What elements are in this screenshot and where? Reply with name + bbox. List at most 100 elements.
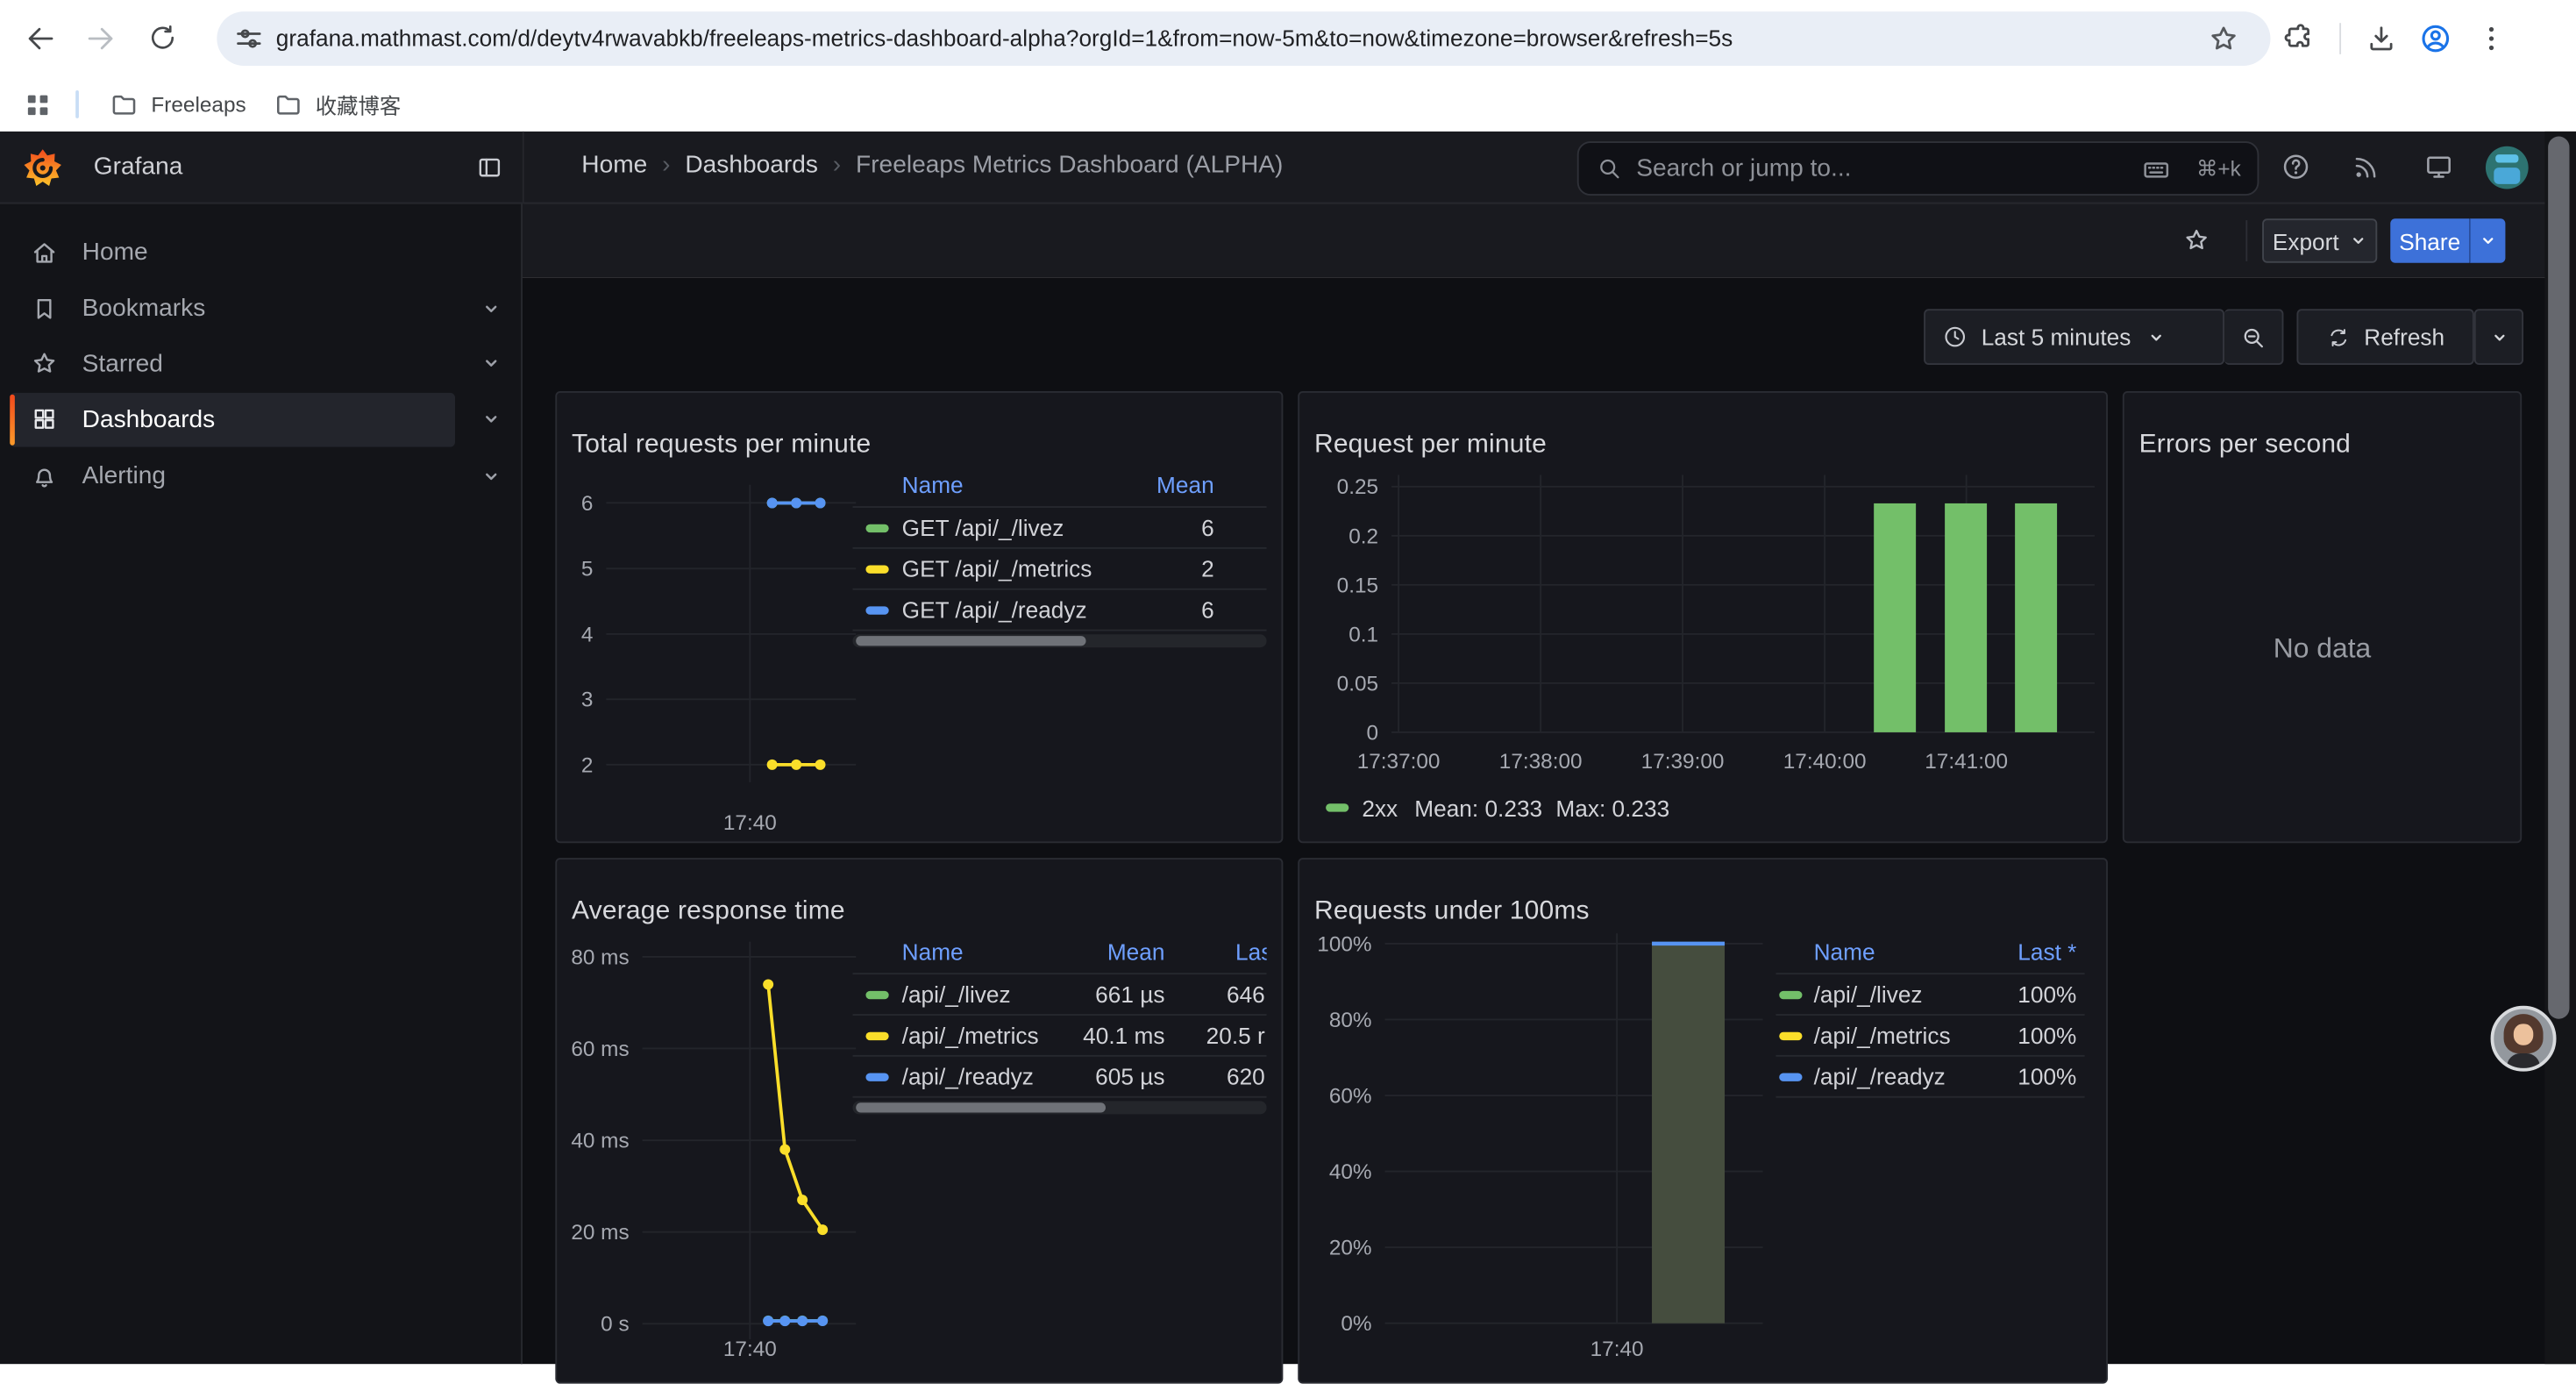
bookmark-item[interactable]: 收藏博客 xyxy=(263,82,411,127)
panel-total-requests-per-minute: Total requests per minute 6543217:40 Nam… xyxy=(555,391,1283,843)
legend-header: NameMean xyxy=(852,470,1266,500)
bookmark-star-icon[interactable] xyxy=(2206,21,2240,55)
series-pill xyxy=(865,990,888,998)
series-name[interactable]: /api/_/metrics xyxy=(1814,1020,1951,1050)
sidebar-item-dashboards[interactable]: Dashboards xyxy=(0,392,523,446)
export-button[interactable]: Export xyxy=(2262,218,2377,263)
series-name[interactable]: 2xx xyxy=(1362,792,1398,824)
series-name[interactable]: GET /api/_/readyz xyxy=(902,594,1087,624)
keyboard-icon xyxy=(2140,154,2172,186)
svg-text:0: 0 xyxy=(1367,721,1379,745)
legend-value: 40.1 ms xyxy=(1083,1020,1164,1050)
chevron-down-icon xyxy=(2479,232,2497,250)
download-icon[interactable] xyxy=(2364,21,2398,55)
search-input[interactable]: Search or jump to... ⌘+k xyxy=(1577,141,2259,196)
panel-requests-under-100ms: Requests under 100ms 100%80%60%40%20%0%1… xyxy=(1298,858,2108,1384)
series-name[interactable]: /api/_/readyz xyxy=(1814,1060,1946,1090)
panel-title[interactable]: Errors per second xyxy=(2139,431,2351,460)
help-icon[interactable] xyxy=(2281,151,2312,182)
legend-value: 100% xyxy=(2017,979,2076,1009)
url-bar[interactable]: grafana.mathmast.com/d/deytv4rwavabkb/fr… xyxy=(217,11,2270,66)
legend-scrollbar[interactable] xyxy=(852,1101,1266,1114)
toolbar-divider xyxy=(2339,23,2341,54)
legend-scrollbar[interactable] xyxy=(852,634,1266,647)
kiosk-monitor-icon[interactable] xyxy=(2423,151,2455,182)
bookmarks-bar: Freeleaps收藏博客 xyxy=(0,77,2576,132)
user-avatar[interactable] xyxy=(2486,146,2529,189)
share-menu-button[interactable] xyxy=(2469,218,2505,263)
svg-text:17:41:00: 17:41:00 xyxy=(1925,750,2008,774)
legend-header: NameMeanLas xyxy=(852,937,1266,967)
assistant-avatar[interactable] xyxy=(2491,1006,2557,1072)
page-scrollbar-thumb[interactable] xyxy=(2548,137,2569,1019)
series-name[interactable]: /api/_/livez xyxy=(902,979,1011,1009)
legend-row: /api/_/metrics 100% xyxy=(1775,1020,2084,1050)
menu-kebab-icon[interactable] xyxy=(2474,21,2508,55)
mega-menu-toggle-icon[interactable] xyxy=(475,153,505,182)
legend-value: 620 xyxy=(1227,1060,1265,1090)
legend-value: 100% xyxy=(2017,1020,2076,1050)
series-name[interactable]: GET /api/_/livez xyxy=(902,512,1064,542)
request-per-minute-chart[interactable]: 0.250.20.150.10.05017:37:0017:38:0017:39… xyxy=(1299,393,2108,843)
profile-icon[interactable] xyxy=(2418,21,2452,55)
chevron-down-icon[interactable] xyxy=(481,353,501,373)
panel-average-response-time: Average response time 80 ms60 ms40 ms20 … xyxy=(555,858,1283,1384)
brand-title: Grafana xyxy=(94,153,183,181)
grafana-logo[interactable] xyxy=(21,146,64,189)
screen: grafana.mathmast.com/d/deytv4rwavabkb/fr… xyxy=(0,0,2576,1364)
browser-reload-icon[interactable] xyxy=(146,21,179,54)
refresh-button[interactable]: Refresh xyxy=(2296,309,2473,365)
legend-value: 6 xyxy=(1201,512,1214,542)
header-divider xyxy=(523,132,524,203)
time-range-picker[interactable]: Last 5 minutes xyxy=(1924,309,2224,365)
bookmarks-divider xyxy=(75,90,79,118)
refresh-icon xyxy=(2326,325,2351,349)
chevron-down-icon[interactable] xyxy=(481,410,501,429)
sidebar-item-starred[interactable]: Starred xyxy=(0,336,523,390)
legend-header: NameLast * xyxy=(1775,937,2084,967)
browser-forward-icon[interactable] xyxy=(84,21,118,55)
zoom-out-button[interactable] xyxy=(2224,309,2283,365)
chevron-down-icon xyxy=(2147,328,2166,346)
svg-text:0.25: 0.25 xyxy=(1337,475,1378,499)
sidebar-item-home[interactable]: Home xyxy=(0,225,523,280)
browser-back-icon[interactable] xyxy=(23,21,57,55)
series-pill xyxy=(1779,1031,1802,1039)
legend-row: /api/_/readyz100% xyxy=(1775,1060,2084,1090)
sidebar: HomeBookmarksStarredDashboardsAlerting xyxy=(0,203,523,1364)
legend-row: GET /api/_/livez 6 xyxy=(852,512,1266,542)
grid-icon xyxy=(30,404,60,434)
svg-text:0.1: 0.1 xyxy=(1348,623,1378,646)
bookmark-item[interactable]: Freeleaps xyxy=(98,82,256,127)
browser-toolbar: grafana.mathmast.com/d/deytv4rwavabkb/fr… xyxy=(0,0,2576,77)
site-settings-icon[interactable] xyxy=(231,21,266,55)
url-text[interactable]: grafana.mathmast.com/d/deytv4rwavabkb/fr… xyxy=(276,11,2149,66)
panel-request-per-minute: Request per minute 0.250.20.150.10.05017… xyxy=(1298,391,2108,843)
share-button[interactable]: Share xyxy=(2390,218,2469,263)
series-pill xyxy=(865,605,888,613)
controls-divider xyxy=(2245,220,2247,261)
breadcrumb-item[interactable]: Dashboards xyxy=(685,151,818,179)
chevron-down-icon[interactable] xyxy=(481,466,501,485)
sidebar-item-bookmarks[interactable]: Bookmarks xyxy=(0,281,523,335)
apps-grid-icon[interactable] xyxy=(21,89,53,121)
series-pill xyxy=(1779,990,1802,998)
legend-value: 6 xyxy=(1201,594,1214,624)
series-name[interactable]: GET /api/_/metrics xyxy=(902,553,1092,583)
extensions-icon[interactable] xyxy=(2282,21,2316,55)
refresh-interval-button[interactable] xyxy=(2474,309,2523,365)
sidebar-item-alerting[interactable]: Alerting xyxy=(0,449,523,503)
breadcrumb-item[interactable]: Home xyxy=(581,151,647,179)
chevron-down-icon[interactable] xyxy=(481,298,501,317)
svg-text:6: 6 xyxy=(581,492,594,516)
series-name[interactable]: /api/_/livez xyxy=(1814,979,1923,1009)
news-rss-icon[interactable] xyxy=(2351,151,2382,182)
favorite-star-icon[interactable] xyxy=(2181,225,2211,255)
panel-errors-per-second: Errors per second No data xyxy=(2123,391,2522,843)
series-name[interactable]: /api/_/metrics xyxy=(902,1020,1039,1050)
legend-value: 661 µs xyxy=(1095,979,1164,1009)
search-placeholder: Search or jump to... xyxy=(1636,154,1851,182)
series-name[interactable]: /api/_/readyz xyxy=(902,1060,1034,1090)
svg-text:2: 2 xyxy=(581,753,594,777)
svg-text:17:40:00: 17:40:00 xyxy=(1783,750,1867,774)
